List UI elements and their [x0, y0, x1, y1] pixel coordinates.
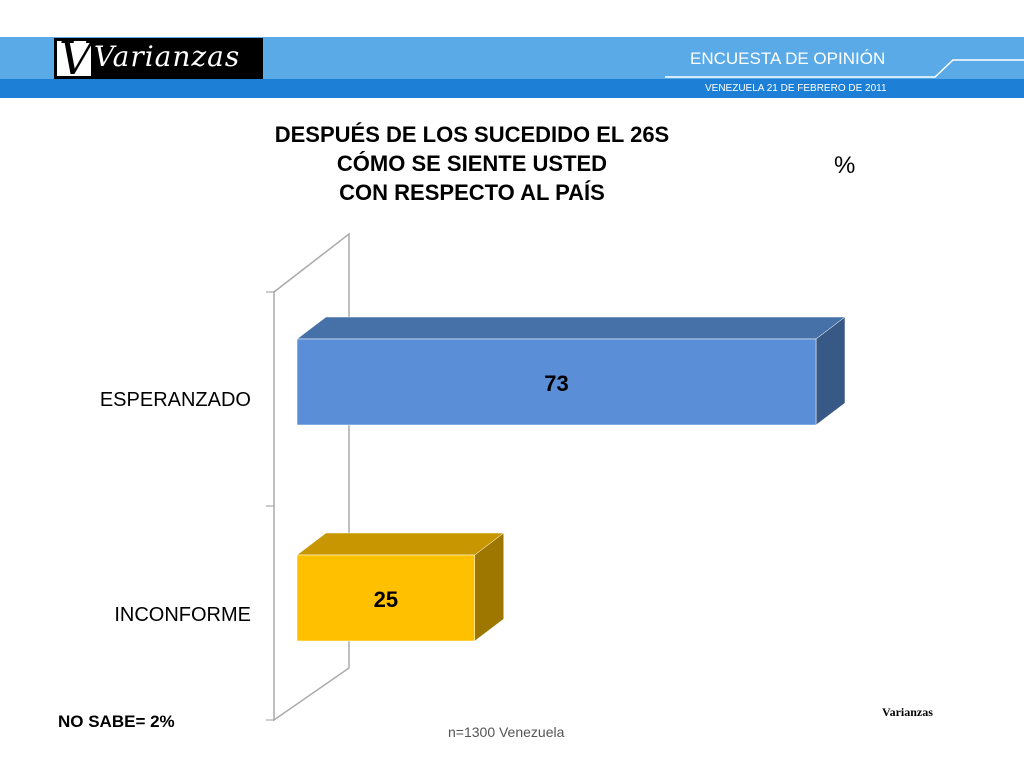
chart-title-line-1: DESPUÉS DE LOS SUCEDIDO EL 26S: [274, 122, 670, 147]
chart-title-line-3: CON RESPECTO AL PAÍS: [339, 180, 605, 205]
survey-title: ENCUESTA DE OPINIÓN: [690, 49, 886, 68]
category-label-inconforme: INCONFORME: [114, 604, 251, 626]
bar-front-face-inconforme: [296, 554, 475, 642]
bar-top-face-inconforme: [296, 532, 505, 556]
bar-top-face-esperanzado: [296, 316, 846, 340]
chart-title-line-2: CÓMO SE SIENTE USTED: [336, 151, 608, 176]
header-subband: [0, 79, 1024, 98]
logo-v-glyph: V: [59, 31, 93, 85]
logo-text: Varianzas: [94, 40, 241, 73]
bar-value-label-esperanzado: 73: [544, 371, 568, 396]
chart-title: DESPUÉS DE LOS SUCEDIDO EL 26S CÓMO SE S…: [222, 120, 722, 207]
bar-esperanzado: 73: [296, 316, 846, 426]
logo-v-box: V: [57, 35, 92, 81]
bar-inconforme: 25: [296, 532, 505, 642]
sample-size: n=1300 Venezuela: [448, 724, 565, 740]
survey-date: VENEZUELA 21 DE FEBRERO DE 2011: [705, 83, 887, 94]
brand-logo: V Varianzas: [54, 35, 263, 81]
unit-label: %: [834, 152, 856, 179]
bar-front-face-esperanzado: [296, 338, 817, 426]
category-label-esperanzado: ESPERANZADO: [99, 389, 251, 411]
bar-value-label-inconforme: 25: [374, 587, 398, 612]
no-sabe-note: NO SABE= 2%: [58, 712, 175, 731]
chart-back-wall: [273, 232, 350, 722]
brand-mark: Varianzas: [882, 705, 933, 719]
